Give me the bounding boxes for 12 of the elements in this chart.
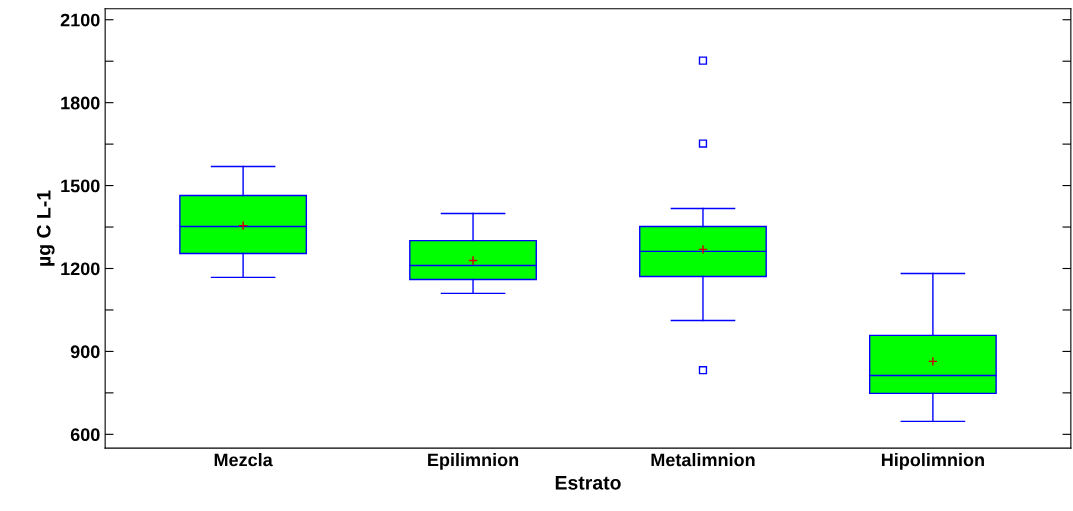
x-tick-label: Metalimnion: [651, 453, 755, 467]
x-tick-label: Hipolimnion: [881, 453, 984, 470]
y-tick-label: 900: [70, 345, 100, 359]
y-tick-label: 1800: [61, 96, 100, 110]
x-tick-label: Epilimnion: [428, 453, 519, 470]
y-axis-title: µg C L-1: [36, 190, 55, 266]
y-tick-label: 1500: [61, 179, 100, 193]
y-tick-label: 600: [70, 428, 100, 442]
y-tick-label: 2100: [60, 13, 100, 27]
x-tick-label: Mezcla: [214, 453, 273, 467]
x-axis-title: Estrato: [555, 476, 621, 490]
y-tick-label: 1200: [61, 262, 100, 276]
